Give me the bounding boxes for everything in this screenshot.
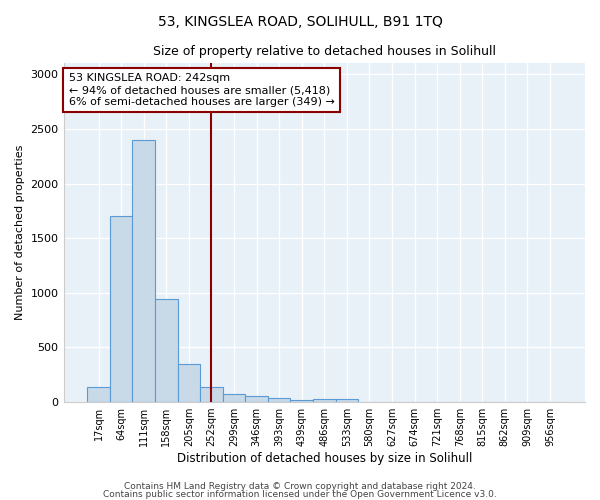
Text: Contains public sector information licensed under the Open Government Licence v3: Contains public sector information licen… [103,490,497,499]
Bar [245,396,268,402]
Bar [110,216,133,402]
Bar [268,398,290,402]
Bar [133,140,155,402]
Text: 53 KINGSLEA ROAD: 242sqm
← 94% of detached houses are smaller (5,418)
6% of semi: 53 KINGSLEA ROAD: 242sqm ← 94% of detach… [69,74,335,106]
Bar [335,399,358,402]
Bar [290,400,313,402]
Bar [313,399,335,402]
Title: Size of property relative to detached houses in Solihull: Size of property relative to detached ho… [153,45,496,58]
X-axis label: Distribution of detached houses by size in Solihull: Distribution of detached houses by size … [176,452,472,465]
Text: 53, KINGSLEA ROAD, SOLIHULL, B91 1TQ: 53, KINGSLEA ROAD, SOLIHULL, B91 1TQ [158,15,442,29]
Bar [178,364,200,402]
Bar [200,387,223,402]
Text: Contains HM Land Registry data © Crown copyright and database right 2024.: Contains HM Land Registry data © Crown c… [124,482,476,491]
Bar [155,300,178,402]
Y-axis label: Number of detached properties: Number of detached properties [15,145,25,320]
Bar [223,394,245,402]
Bar [87,387,110,402]
